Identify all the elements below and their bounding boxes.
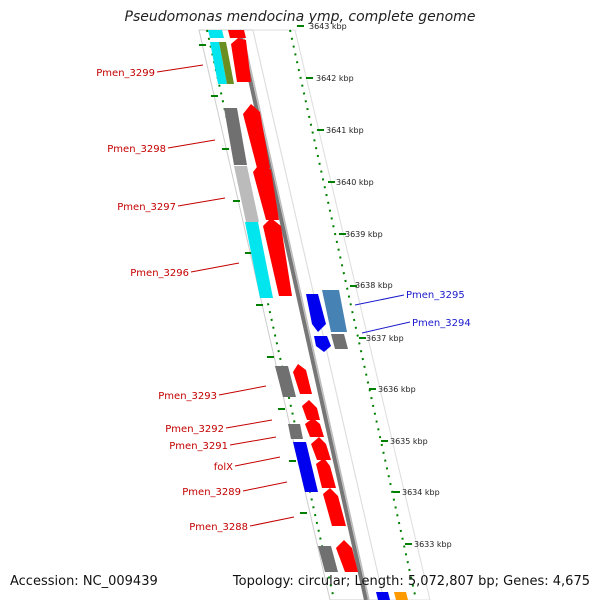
gene-folx-arrow[interactable]: [311, 437, 331, 460]
gene-label-pmen-3289[interactable]: Pmen_3289: [182, 487, 241, 498]
kbp-tick-3641: 3641 kbp: [326, 126, 364, 135]
outer-major-ticks: [297, 25, 412, 545]
gene-pmen-3298-gray[interactable]: [224, 108, 247, 165]
gene-pmen-3298-arrow[interactable]: [243, 104, 270, 168]
gene-top-cyan[interactable]: [208, 30, 224, 38]
kbp-tick-3635: 3635 kbp: [390, 437, 428, 446]
genome-summary-text: Topology: circular; Length: 5,072,807 bp…: [232, 574, 590, 589]
label-leader-lines-red: [156, 64, 295, 527]
gene-pmen-3296-cyan[interactable]: [245, 222, 273, 298]
gene-label-pmen-3298[interactable]: Pmen_3298: [107, 144, 166, 155]
kbp-tick-3634: 3634 kbp: [402, 488, 440, 497]
inner-major-ticks: [199, 44, 307, 514]
backbone-highlight: [241, 29, 370, 600]
kbp-tick-3639: 3639 kbp: [345, 230, 383, 239]
gene-pmen-3294-gray[interactable]: [331, 334, 348, 349]
map-title: Pseudomonas mendocina ymp, complete geno…: [124, 9, 476, 25]
gene-pmen-3297-arrow[interactable]: [253, 162, 279, 220]
gene-bottom-gray[interactable]: [318, 546, 338, 572]
gene-pmen-3293-gray[interactable]: [275, 366, 296, 397]
gene-label-pmen-3291[interactable]: Pmen_3291: [169, 441, 228, 452]
kbp-tick-3643: 3643 kbp: [309, 22, 347, 31]
gene-bottom-orange[interactable]: [394, 592, 408, 600]
gene-pmen-3297-gray[interactable]: [234, 166, 259, 222]
accession-text: Accession: NC_009439: [10, 574, 158, 589]
kbp-tick-3633: 3633 kbp: [414, 540, 452, 549]
outer-tick-line: [289, 29, 416, 596]
gene-pmen-3299-olive[interactable]: [219, 42, 234, 84]
gene-label-pmen-3296[interactable]: Pmen_3296: [130, 268, 189, 279]
gene-label-pmen-3297[interactable]: Pmen_3297: [117, 202, 176, 213]
gene-pmen-3295-blue[interactable]: [306, 294, 326, 332]
gene-pmen-3291-arrow[interactable]: [305, 418, 324, 437]
gene-pmen-3296-arrow[interactable]: [263, 218, 292, 296]
gene-pmen-3291-gray[interactable]: [288, 424, 303, 439]
gene-folx-blue[interactable]: [293, 442, 318, 492]
kbp-tick-3637: 3637 kbp: [366, 334, 404, 343]
gene-pmen-3295-steel[interactable]: [322, 290, 347, 332]
gene-label-pmen-3293[interactable]: Pmen_3293: [158, 391, 217, 402]
kbp-tick-3636: 3636 kbp: [378, 385, 416, 394]
gene-bottom-arrow[interactable]: [336, 540, 358, 572]
gene-label-pmen-3288[interactable]: Pmen_3288: [189, 522, 248, 533]
label-leader-lines-blue: [354, 294, 411, 334]
gene-label-pmen-3299[interactable]: Pmen_3299: [96, 68, 155, 79]
gene-label-pmen-3295[interactable]: Pmen_3295: [406, 290, 465, 301]
gene-pmen-3294-blue[interactable]: [314, 336, 331, 352]
kbp-tick-3638: 3638 kbp: [355, 281, 393, 290]
kbp-tick-3640: 3640 kbp: [336, 178, 374, 187]
gene-pmen-3299-cyan[interactable]: [210, 42, 227, 84]
gene-label-pmen-3292[interactable]: Pmen_3292: [165, 424, 224, 435]
gene-pmen-3289-arrow[interactable]: [316, 458, 336, 488]
gene-label-folx[interactable]: folX: [214, 462, 233, 473]
gene-pmen-3299-arrow[interactable]: [231, 38, 251, 82]
gene-pmen-3292-arrow[interactable]: [302, 400, 320, 420]
kbp-tick-3642: 3642 kbp: [316, 74, 354, 83]
gene-bottom-blue[interactable]: [376, 592, 390, 600]
gene-top-red[interactable]: [228, 30, 246, 38]
gene-pmen-3293-arrow[interactable]: [293, 364, 312, 394]
gene-pmen-3288-arrow[interactable]: [323, 488, 346, 526]
gene-label-pmen-3294[interactable]: Pmen_3294: [412, 318, 471, 329]
